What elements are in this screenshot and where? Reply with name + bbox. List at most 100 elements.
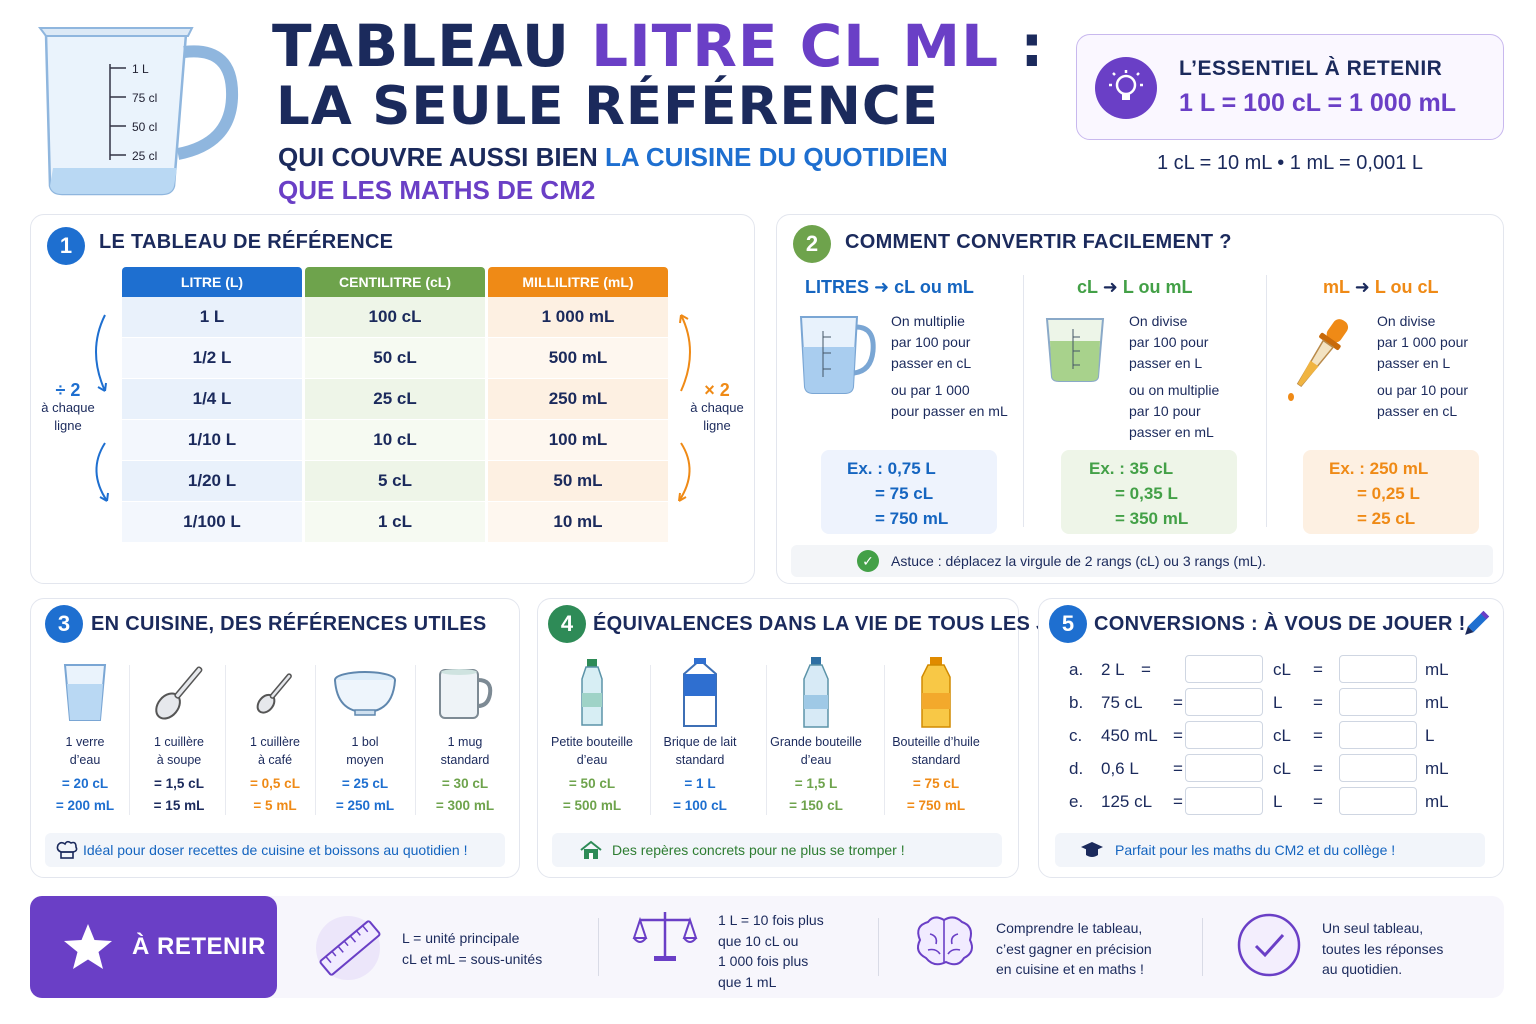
retenir-text-2: 1 L = 10 fois plus que 10 cL ou 1 000 fo… xyxy=(718,912,824,990)
item-label: standard xyxy=(440,753,490,767)
item-value: = 200 mL xyxy=(55,798,115,813)
divider xyxy=(884,665,885,815)
exercise-equals: = xyxy=(1313,693,1323,712)
dropper-icon xyxy=(1288,319,1349,401)
table-row: 1/10 L 10 cL 100 mL xyxy=(122,420,668,461)
essentiel-formula: 1 L = 100 cL = 1 000 mL xyxy=(1179,89,1457,117)
glass-icon xyxy=(37,657,133,729)
brain-icon xyxy=(917,916,973,966)
item-value: = 1 L xyxy=(684,776,716,791)
answer-input[interactable] xyxy=(1339,721,1417,749)
reference-item: 1 mug standard = 30 cL = 300 mL xyxy=(417,657,513,817)
divider xyxy=(225,665,226,815)
milk-carton-icon xyxy=(652,657,748,729)
item-label: 1 verre xyxy=(65,735,105,749)
item-label: d’eau xyxy=(69,753,101,767)
exercise-value: 450 mL xyxy=(1101,726,1158,745)
ruler-icon xyxy=(316,916,381,980)
item-label: Bouteille d’huile xyxy=(892,735,980,749)
item-value: = 500 mL xyxy=(562,798,622,813)
exercise-unit: mL xyxy=(1425,759,1449,778)
retenir-text-1: L = unité principale cL et mL = sous-uni… xyxy=(402,930,543,967)
answer-input[interactable] xyxy=(1339,754,1417,782)
exercise-equals: = xyxy=(1173,726,1183,745)
table-cell: 1/20 L xyxy=(122,461,302,502)
answer-input[interactable] xyxy=(1185,721,1263,749)
item-value: = 75 cL xyxy=(912,776,960,791)
divider xyxy=(315,665,316,815)
section-exercises: 5 CONVERSIONS : À VOUS DE JOUER ! a. 2 L =… xyxy=(1038,598,1504,878)
table-cell: 100 mL xyxy=(488,420,668,461)
item-value: = 300 mL xyxy=(435,798,495,813)
divider xyxy=(1023,275,1024,527)
divider xyxy=(598,918,599,976)
star-icon xyxy=(64,924,112,969)
exercise-equals: = xyxy=(1173,759,1183,778)
check-icon: ✓ xyxy=(857,550,879,572)
small-bottle-icon xyxy=(544,657,640,729)
astuce-banner: ✓ Astuce : déplacez la virgule de 2 rang… xyxy=(791,545,1493,577)
jug-mark: 25 cl xyxy=(132,149,157,163)
arrow-right-icon: ➜ xyxy=(874,277,890,297)
reference-item: 1 verre d’eau = 20 cL = 200 mL xyxy=(37,657,133,817)
exercise-unit: cL xyxy=(1273,759,1291,778)
house-icon xyxy=(580,840,602,859)
table-header: CENTILITRE (cL) xyxy=(305,267,485,297)
mug-icon xyxy=(417,657,513,729)
item-value: = 50 cL xyxy=(568,776,616,791)
essentiel-box: L’ESSENTIEL À RETENIR 1 L = 100 cL = 1 0… xyxy=(1076,34,1504,140)
divider xyxy=(1202,918,1203,976)
essentiel-sub: 1 cL = 10 mL • 1 mL = 0,001 L xyxy=(1156,152,1424,174)
table-cell: 1/100 L xyxy=(122,502,302,543)
item-value: = 20 cL xyxy=(61,776,109,791)
item-value: = 0,5 cL xyxy=(250,776,300,791)
soup-spoon-icon xyxy=(131,657,227,729)
divider xyxy=(650,665,651,815)
item-label: à café xyxy=(257,753,293,767)
answer-input[interactable] xyxy=(1185,688,1263,716)
reference-item: Grande bouteille d’eau = 1,5 L = 150 cL xyxy=(768,657,864,817)
exercise-equals: = xyxy=(1141,660,1151,679)
section-reference-table: 1 LE TABLEAU DE RÉFÉRENCE LITRE (L) CENT… xyxy=(30,214,755,584)
exercise-unit: L xyxy=(1273,792,1283,811)
item-label: 1 bol xyxy=(351,735,379,749)
answer-input[interactable] xyxy=(1185,787,1263,815)
table-cell: 250 mL xyxy=(488,379,668,420)
answer-input[interactable] xyxy=(1339,655,1417,683)
table-cell: 50 mL xyxy=(488,461,668,502)
chef-hat-icon xyxy=(56,840,78,859)
exercise-equals: = xyxy=(1173,693,1183,712)
answer-input[interactable] xyxy=(1339,688,1417,716)
measuring-jug-icon: 1 L 75 cl 50 cl 25 cl xyxy=(38,27,239,196)
table-cell: 1 L xyxy=(122,297,302,338)
item-label: Petite bouteille xyxy=(550,735,633,749)
exercise-equals: = xyxy=(1313,726,1323,745)
exercise-letter: b. xyxy=(1069,693,1084,712)
jug-mark: 75 cl xyxy=(132,91,157,105)
item-label: moyen xyxy=(346,753,384,767)
divide-note: ÷ 2 à chaque ligne xyxy=(41,380,95,433)
section-convert: 2 COMMENT CONVERTIR FACILEMENT ? LITRES … xyxy=(776,214,1504,584)
table-cell: 1/2 L xyxy=(122,338,302,379)
answer-input[interactable] xyxy=(1185,754,1263,782)
item-value: = 25 cL xyxy=(341,776,389,791)
item-value: = 750 mL xyxy=(906,798,966,813)
divider xyxy=(415,665,416,815)
everyday-footnote: Des repères concrets pour ne plus se tro… xyxy=(552,833,1002,867)
section-kitchen: 3 EN CUISINE, DES RÉFÉRENCES UTILES 1 ve… xyxy=(30,598,520,878)
balance-scale-icon xyxy=(632,912,698,961)
section-number: 2 xyxy=(793,225,831,263)
exercise-equals: = xyxy=(1313,660,1323,679)
item-value: = 1,5 cL xyxy=(154,776,204,791)
reference-item: Petite bouteille d’eau = 50 cL = 500 mL xyxy=(544,657,640,817)
multiply-note: × 2 à chaque ligne xyxy=(690,380,744,433)
kitchen-footnote: Idéal pour doser recettes de cuisine et … xyxy=(45,833,505,867)
table-cell: 1/10 L xyxy=(122,420,302,461)
answer-input[interactable] xyxy=(1185,655,1263,683)
exercise-letter: a. xyxy=(1069,660,1084,679)
item-value: = 30 cL xyxy=(441,776,489,791)
exercise-value: 0,6 L xyxy=(1101,759,1139,778)
answer-input[interactable] xyxy=(1339,787,1417,815)
page-subtitle: QUI COUVRE AUSSI BIEN LA CUISINE DU QUOT… xyxy=(278,142,948,172)
